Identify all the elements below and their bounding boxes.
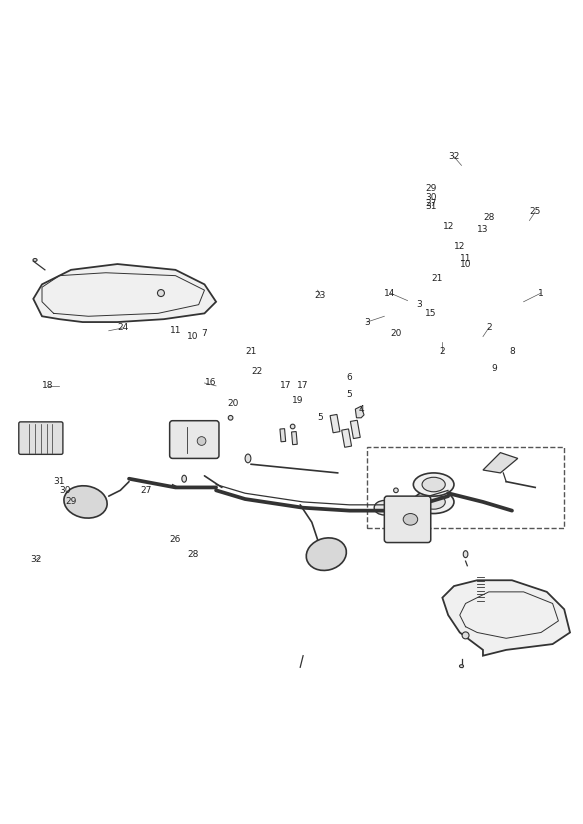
Text: 8: 8	[509, 347, 515, 356]
Bar	[292, 432, 297, 445]
Ellipse shape	[409, 500, 429, 515]
Text: 1: 1	[538, 288, 544, 297]
Text: 4: 4	[359, 405, 364, 414]
Text: 30: 30	[59, 486, 71, 495]
Text: 10: 10	[460, 260, 471, 269]
Text: 23: 23	[315, 292, 326, 301]
Text: 16: 16	[205, 378, 216, 387]
Text: 5: 5	[347, 390, 352, 399]
Text: 14: 14	[384, 288, 396, 297]
Text: 29: 29	[65, 498, 77, 507]
Ellipse shape	[33, 259, 37, 261]
Text: 31: 31	[54, 477, 65, 486]
Text: 25: 25	[529, 208, 541, 217]
Ellipse shape	[306, 538, 346, 570]
Text: 31: 31	[425, 202, 437, 210]
Text: 21: 21	[245, 347, 257, 356]
Text: 28: 28	[483, 213, 494, 222]
Ellipse shape	[182, 475, 187, 482]
Text: 32: 32	[448, 152, 459, 162]
Ellipse shape	[157, 289, 164, 297]
Text: 6: 6	[347, 372, 352, 382]
Text: 5: 5	[318, 414, 324, 423]
Text: 19: 19	[292, 396, 303, 405]
Text: 20: 20	[390, 329, 402, 338]
Text: 3: 3	[364, 317, 370, 326]
Text: 27: 27	[141, 486, 152, 495]
Polygon shape	[355, 406, 364, 418]
Text: 10: 10	[187, 332, 199, 341]
Text: 26: 26	[170, 535, 181, 544]
FancyBboxPatch shape	[384, 496, 431, 542]
Text: 21: 21	[431, 274, 442, 283]
Bar	[280, 428, 286, 442]
Text: 12: 12	[442, 222, 454, 231]
Text: 18: 18	[42, 382, 54, 391]
Polygon shape	[33, 264, 216, 322]
Polygon shape	[442, 580, 570, 656]
FancyBboxPatch shape	[19, 422, 63, 454]
Bar	[350, 420, 360, 438]
Ellipse shape	[462, 632, 469, 639]
Ellipse shape	[245, 454, 251, 463]
Text: 17: 17	[280, 382, 292, 391]
Text: 20: 20	[228, 399, 239, 408]
Text: 22: 22	[251, 367, 262, 376]
Text: 29: 29	[425, 184, 437, 193]
Text: 11: 11	[460, 254, 471, 263]
Ellipse shape	[374, 500, 395, 515]
Ellipse shape	[197, 437, 206, 445]
Text: 17: 17	[297, 382, 309, 391]
Text: 28: 28	[187, 550, 199, 559]
Bar	[342, 429, 352, 447]
Ellipse shape	[422, 477, 445, 492]
Text: 24: 24	[118, 323, 129, 332]
Text: 2: 2	[440, 347, 445, 356]
Text: 3: 3	[416, 300, 422, 309]
Ellipse shape	[64, 486, 107, 518]
Text: 7: 7	[202, 329, 208, 338]
Ellipse shape	[463, 550, 468, 558]
Ellipse shape	[229, 415, 233, 420]
Text: 13: 13	[477, 225, 489, 234]
Text: 2: 2	[486, 323, 491, 332]
Ellipse shape	[459, 665, 463, 667]
FancyBboxPatch shape	[170, 421, 219, 458]
Text: 15: 15	[425, 309, 437, 318]
Ellipse shape	[403, 513, 417, 525]
Text: 12: 12	[454, 242, 465, 251]
Bar	[330, 414, 340, 433]
Ellipse shape	[413, 473, 454, 496]
Polygon shape	[483, 452, 518, 473]
Text: 9: 9	[491, 364, 497, 373]
Text: 27: 27	[425, 199, 437, 208]
Text: 11: 11	[170, 326, 181, 335]
Text: 30: 30	[425, 193, 437, 202]
Ellipse shape	[290, 424, 295, 428]
Ellipse shape	[422, 494, 445, 509]
Ellipse shape	[394, 488, 398, 493]
Text: 32: 32	[30, 555, 42, 564]
Ellipse shape	[413, 490, 454, 513]
